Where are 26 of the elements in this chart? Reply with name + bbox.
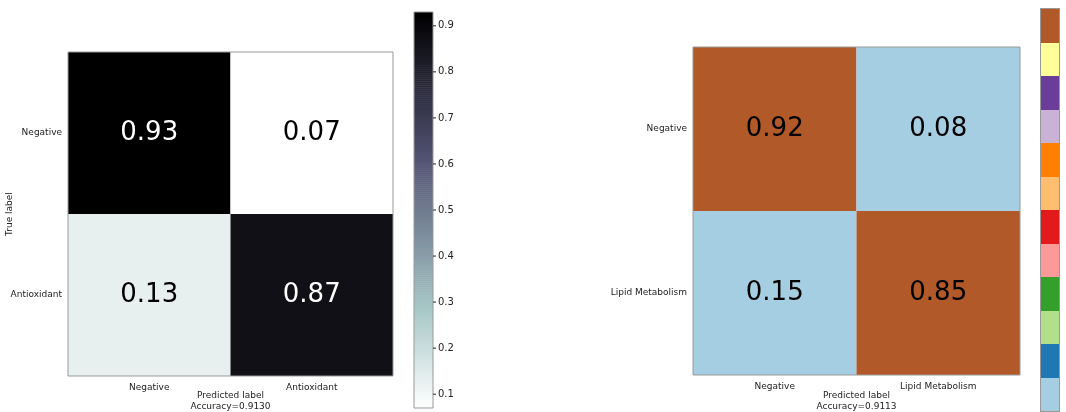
x-axis-title: Predicted label <box>197 390 264 401</box>
data-label: 0.15 <box>745 275 804 306</box>
x-tick-label: Antioxidant <box>286 381 338 392</box>
color-bar-label: 0.5 <box>438 203 454 215</box>
color-bar-label: 0.7 <box>438 111 454 123</box>
color-bar-label: 0.8 <box>438 65 454 77</box>
color-bar-label: 0.2 <box>438 341 454 353</box>
data-label: 0.93 <box>120 115 179 146</box>
color-bar-label: 0.1 <box>438 387 454 399</box>
color-bar-label: 0.6 <box>438 157 454 169</box>
text: Accuracy=0.9113 <box>816 400 897 411</box>
x-tick-label: Negative <box>129 381 170 392</box>
data-label: 0.92 <box>745 111 804 142</box>
data-label: 0.87 <box>282 277 341 308</box>
x-axis-title: Predicted label <box>823 390 890 401</box>
x-tick-label: Lipid Metabolism <box>900 380 977 391</box>
x-tick-label: Negative <box>754 380 796 391</box>
color-bar-label: 0.9 <box>438 19 454 31</box>
data-label: 0.13 <box>120 277 179 308</box>
text: Accuracy=0.9130 <box>190 400 271 411</box>
data-label: 0.07 <box>282 115 341 146</box>
data-label: 0.85 <box>909 275 968 306</box>
color-bar-label: 0.3 <box>438 295 454 307</box>
y-axis-title: True label <box>3 192 14 237</box>
color-bar-label: 0.4 <box>438 249 454 261</box>
data-label: 0.08 <box>909 111 968 142</box>
